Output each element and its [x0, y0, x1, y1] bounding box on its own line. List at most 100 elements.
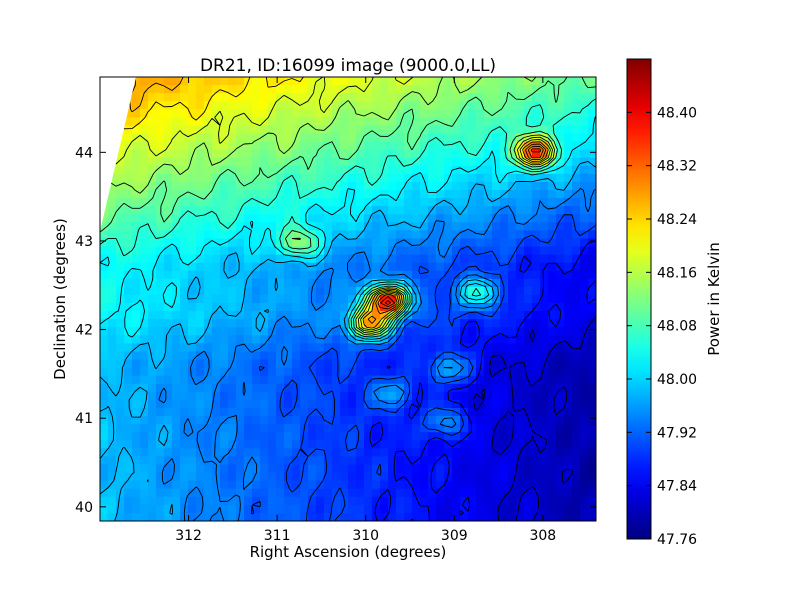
heatmap-cell — [564, 278, 573, 288]
heatmap-cell — [460, 383, 469, 393]
heatmap-cell — [340, 286, 349, 296]
heatmap-cell — [524, 343, 533, 353]
heatmap-cell — [108, 464, 117, 474]
heatmap-cell — [532, 496, 541, 506]
heatmap-cell — [412, 464, 421, 474]
heatmap-cell — [196, 359, 205, 369]
heatmap-cell — [484, 456, 493, 466]
heatmap-cell — [220, 343, 229, 353]
heatmap-cell — [476, 173, 485, 183]
heatmap-cell — [244, 464, 253, 474]
heatmap-cell — [172, 149, 181, 159]
heatmap-cell — [476, 311, 485, 320]
heatmap-cell — [428, 416, 437, 425]
heatmap-cell — [524, 448, 533, 458]
heatmap-cell — [196, 246, 205, 256]
heatmap-cell — [556, 391, 565, 401]
heatmap-cell — [100, 294, 109, 304]
heatmap-cell — [356, 399, 365, 409]
heatmap-cell — [572, 141, 581, 151]
heatmap-cell — [148, 472, 157, 482]
heatmap-cell — [148, 262, 157, 272]
heatmap-cell — [324, 391, 333, 401]
heatmap-cell — [204, 125, 213, 135]
heatmap-cell — [268, 407, 277, 417]
heatmap-cell — [372, 133, 381, 143]
heatmap-cell — [420, 456, 429, 466]
heatmap-cell — [132, 512, 141, 521]
heatmap-cell — [476, 165, 485, 175]
heatmap-cell — [132, 85, 141, 94]
heatmap-cell — [172, 238, 181, 248]
heatmap-cell — [556, 351, 565, 361]
heatmap-cell — [492, 157, 501, 167]
heatmap-cell — [124, 246, 133, 256]
heatmap-cell — [332, 141, 341, 151]
heatmap-cell — [508, 214, 517, 223]
heatmap-cell — [556, 262, 565, 272]
heatmap-cell — [204, 77, 213, 86]
y-tick-label: 40 — [75, 500, 93, 516]
heatmap-cell — [188, 214, 197, 223]
heatmap-cell — [572, 512, 581, 521]
heatmap-cell — [540, 109, 549, 118]
heatmap-cell — [244, 101, 253, 110]
heatmap-cell — [580, 343, 589, 353]
heatmap-cell — [260, 165, 269, 175]
heatmap-cell — [524, 198, 533, 207]
heatmap-cell — [244, 157, 253, 167]
heatmap-cell — [244, 165, 253, 175]
heatmap-cell — [572, 238, 581, 248]
heatmap-cell — [532, 222, 541, 231]
heatmap-cell — [532, 351, 541, 361]
heatmap-cell — [308, 270, 317, 280]
heatmap-cell — [484, 101, 493, 110]
heatmap-cell — [508, 125, 517, 135]
heatmap-cell — [332, 343, 341, 353]
heatmap-cell — [580, 141, 589, 151]
heatmap-cell — [388, 335, 397, 344]
heatmap-cell — [292, 270, 301, 280]
heatmap-cell — [412, 262, 421, 272]
heatmap-cell — [500, 125, 509, 135]
heatmap-cell — [124, 327, 133, 336]
heatmap-cell — [148, 383, 157, 393]
heatmap-cell — [156, 359, 165, 369]
heatmap-cell — [204, 343, 213, 353]
heatmap-cell — [188, 424, 197, 433]
heatmap-cell — [580, 512, 589, 521]
heatmap-cell — [164, 85, 173, 94]
heatmap-cell — [420, 198, 429, 207]
heatmap-cell — [156, 480, 165, 490]
heatmap-cell — [492, 190, 501, 199]
heatmap-cell — [340, 294, 349, 304]
heatmap-cell — [444, 125, 453, 135]
colorbar-tick-label: 48.24 — [657, 212, 697, 228]
heatmap-cell — [156, 456, 165, 466]
heatmap-cell — [316, 117, 325, 127]
heatmap-cell — [564, 335, 573, 344]
heatmap-cell — [548, 117, 557, 127]
heatmap-cell — [236, 181, 245, 191]
heatmap-cell — [268, 343, 277, 353]
heatmap-cell — [124, 198, 133, 207]
heatmap-cell — [116, 512, 125, 521]
heatmap-cell — [188, 343, 197, 353]
heatmap-cell — [380, 270, 389, 280]
heatmap-cell — [420, 157, 429, 167]
heatmap-cell — [244, 456, 253, 466]
heatmap-cell — [132, 278, 141, 288]
heatmap-cell — [484, 238, 493, 248]
heatmap-cell — [540, 125, 549, 135]
heatmap-cell — [484, 432, 493, 441]
heatmap-cell — [436, 125, 445, 135]
heatmap-cell — [308, 109, 317, 118]
heatmap-cell — [420, 125, 429, 135]
heatmap-cell — [484, 125, 493, 135]
heatmap-cell — [308, 311, 317, 320]
heatmap-cell — [308, 383, 317, 393]
heatmap-cell — [548, 391, 557, 401]
heatmap-cell — [428, 367, 437, 377]
heatmap-cell — [580, 496, 589, 506]
heatmap-cell — [508, 149, 517, 159]
